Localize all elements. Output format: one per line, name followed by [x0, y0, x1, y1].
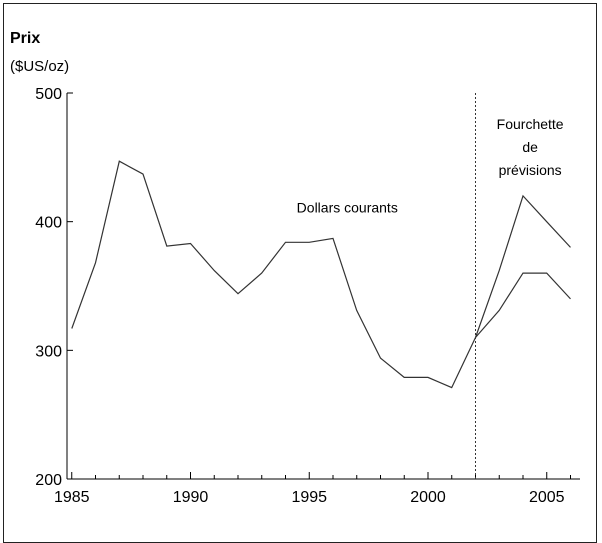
series-line-2	[474, 194, 571, 338]
plot-area: 200 300 400 500 1985 1990 1995 2000 2005 Dollars …	[35, 86, 580, 506]
series-line-3	[475, 272, 571, 338]
y-axis-label: ($US/oz)	[10, 58, 69, 75]
x-tick-label: 1985	[54, 489, 90, 506]
x-tick-label: 1990	[173, 489, 209, 506]
y-tick-label: 400	[35, 215, 62, 232]
series-line-1	[71, 160, 477, 389]
chart-title: Prix	[10, 30, 40, 47]
annotation-2-line-1: Fourchette	[497, 116, 564, 132]
y-tick-label: 500	[35, 86, 62, 103]
annotation-1-line-1: Dollars courants	[297, 200, 398, 216]
x-tick-label: 2000	[410, 489, 446, 506]
y-tick-label: 200	[35, 472, 62, 489]
y-tick-label: 300	[35, 343, 62, 360]
annotation-2-line-3: prévisions	[499, 162, 562, 178]
x-tick-label: 2005	[529, 489, 565, 506]
annotation-2-line-2: de	[522, 139, 538, 155]
x-tick-label: 1995	[291, 489, 327, 506]
